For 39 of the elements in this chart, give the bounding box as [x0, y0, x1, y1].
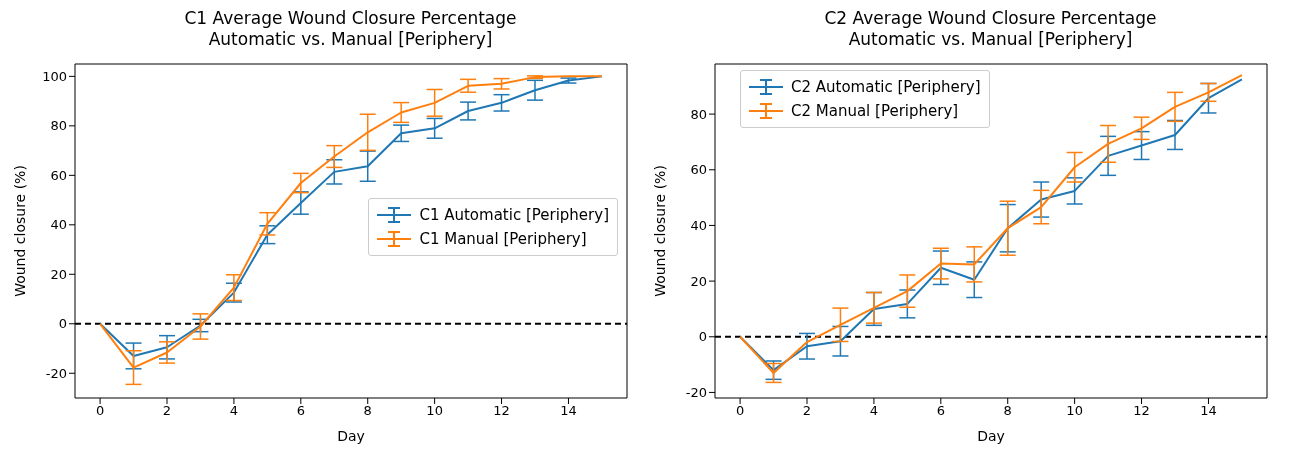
x-tick-label: 14 — [560, 403, 577, 419]
y-axis-title: Wound closure (%) — [11, 165, 28, 297]
y-tick-label: 20 — [690, 273, 707, 289]
x-tick-label: 12 — [1133, 403, 1150, 419]
x-tick-label: 12 — [493, 403, 510, 419]
y-tick-label: 80 — [690, 106, 707, 122]
y-axis-title: Wound closure (%) — [651, 165, 668, 297]
x-tick-label: 4 — [229, 403, 239, 419]
legend-label: C2 Automatic [Periphery] — [791, 78, 981, 96]
y-tick-label: 0 — [58, 316, 67, 332]
x-tick-label: 10 — [426, 403, 443, 419]
x-tick-label: 8 — [1003, 403, 1012, 419]
x-tick-label: 4 — [869, 403, 879, 419]
y-tick-label: 20 — [50, 266, 67, 282]
x-tick-label: 0 — [95, 403, 105, 419]
y-tick-label: 100 — [42, 68, 67, 84]
x-tick-label: 2 — [162, 403, 172, 419]
y-tick-label: -20 — [685, 385, 707, 401]
y-tick-label: 40 — [690, 218, 707, 234]
x-tick-label: 10 — [1066, 403, 1083, 419]
chart-title: C1 Average Wound Closure Percentage Automatic vs. Manual [Periphery] — [183, 8, 518, 50]
y-tick-label: -20 — [45, 365, 67, 381]
y-tick-label: 60 — [50, 167, 67, 183]
y-tick-label: 60 — [690, 162, 707, 178]
x-tick-label: 14 — [1200, 403, 1217, 419]
legend-label: C1 Automatic [Periphery] — [419, 206, 609, 224]
x-tick-label: 0 — [735, 403, 745, 419]
legend-label: C1 Manual [Periphery] — [419, 230, 587, 248]
y-tick-label: 0 — [698, 329, 707, 345]
x-tick-label: 6 — [936, 403, 945, 419]
chart-title: C2 Average Wound Closure Percentage Automatic vs. Manual [Periphery] — [823, 8, 1158, 50]
x-tick-label: 8 — [363, 403, 372, 419]
legend-label: C2 Manual [Periphery] — [791, 102, 959, 120]
x-tick-label: 2 — [802, 403, 812, 419]
y-tick-label: 40 — [50, 217, 67, 233]
y-tick-label: 80 — [50, 118, 67, 134]
x-tick-label: 6 — [296, 403, 305, 419]
x-axis-title: Day — [337, 428, 365, 444]
x-axis-title: Day — [977, 428, 1005, 444]
